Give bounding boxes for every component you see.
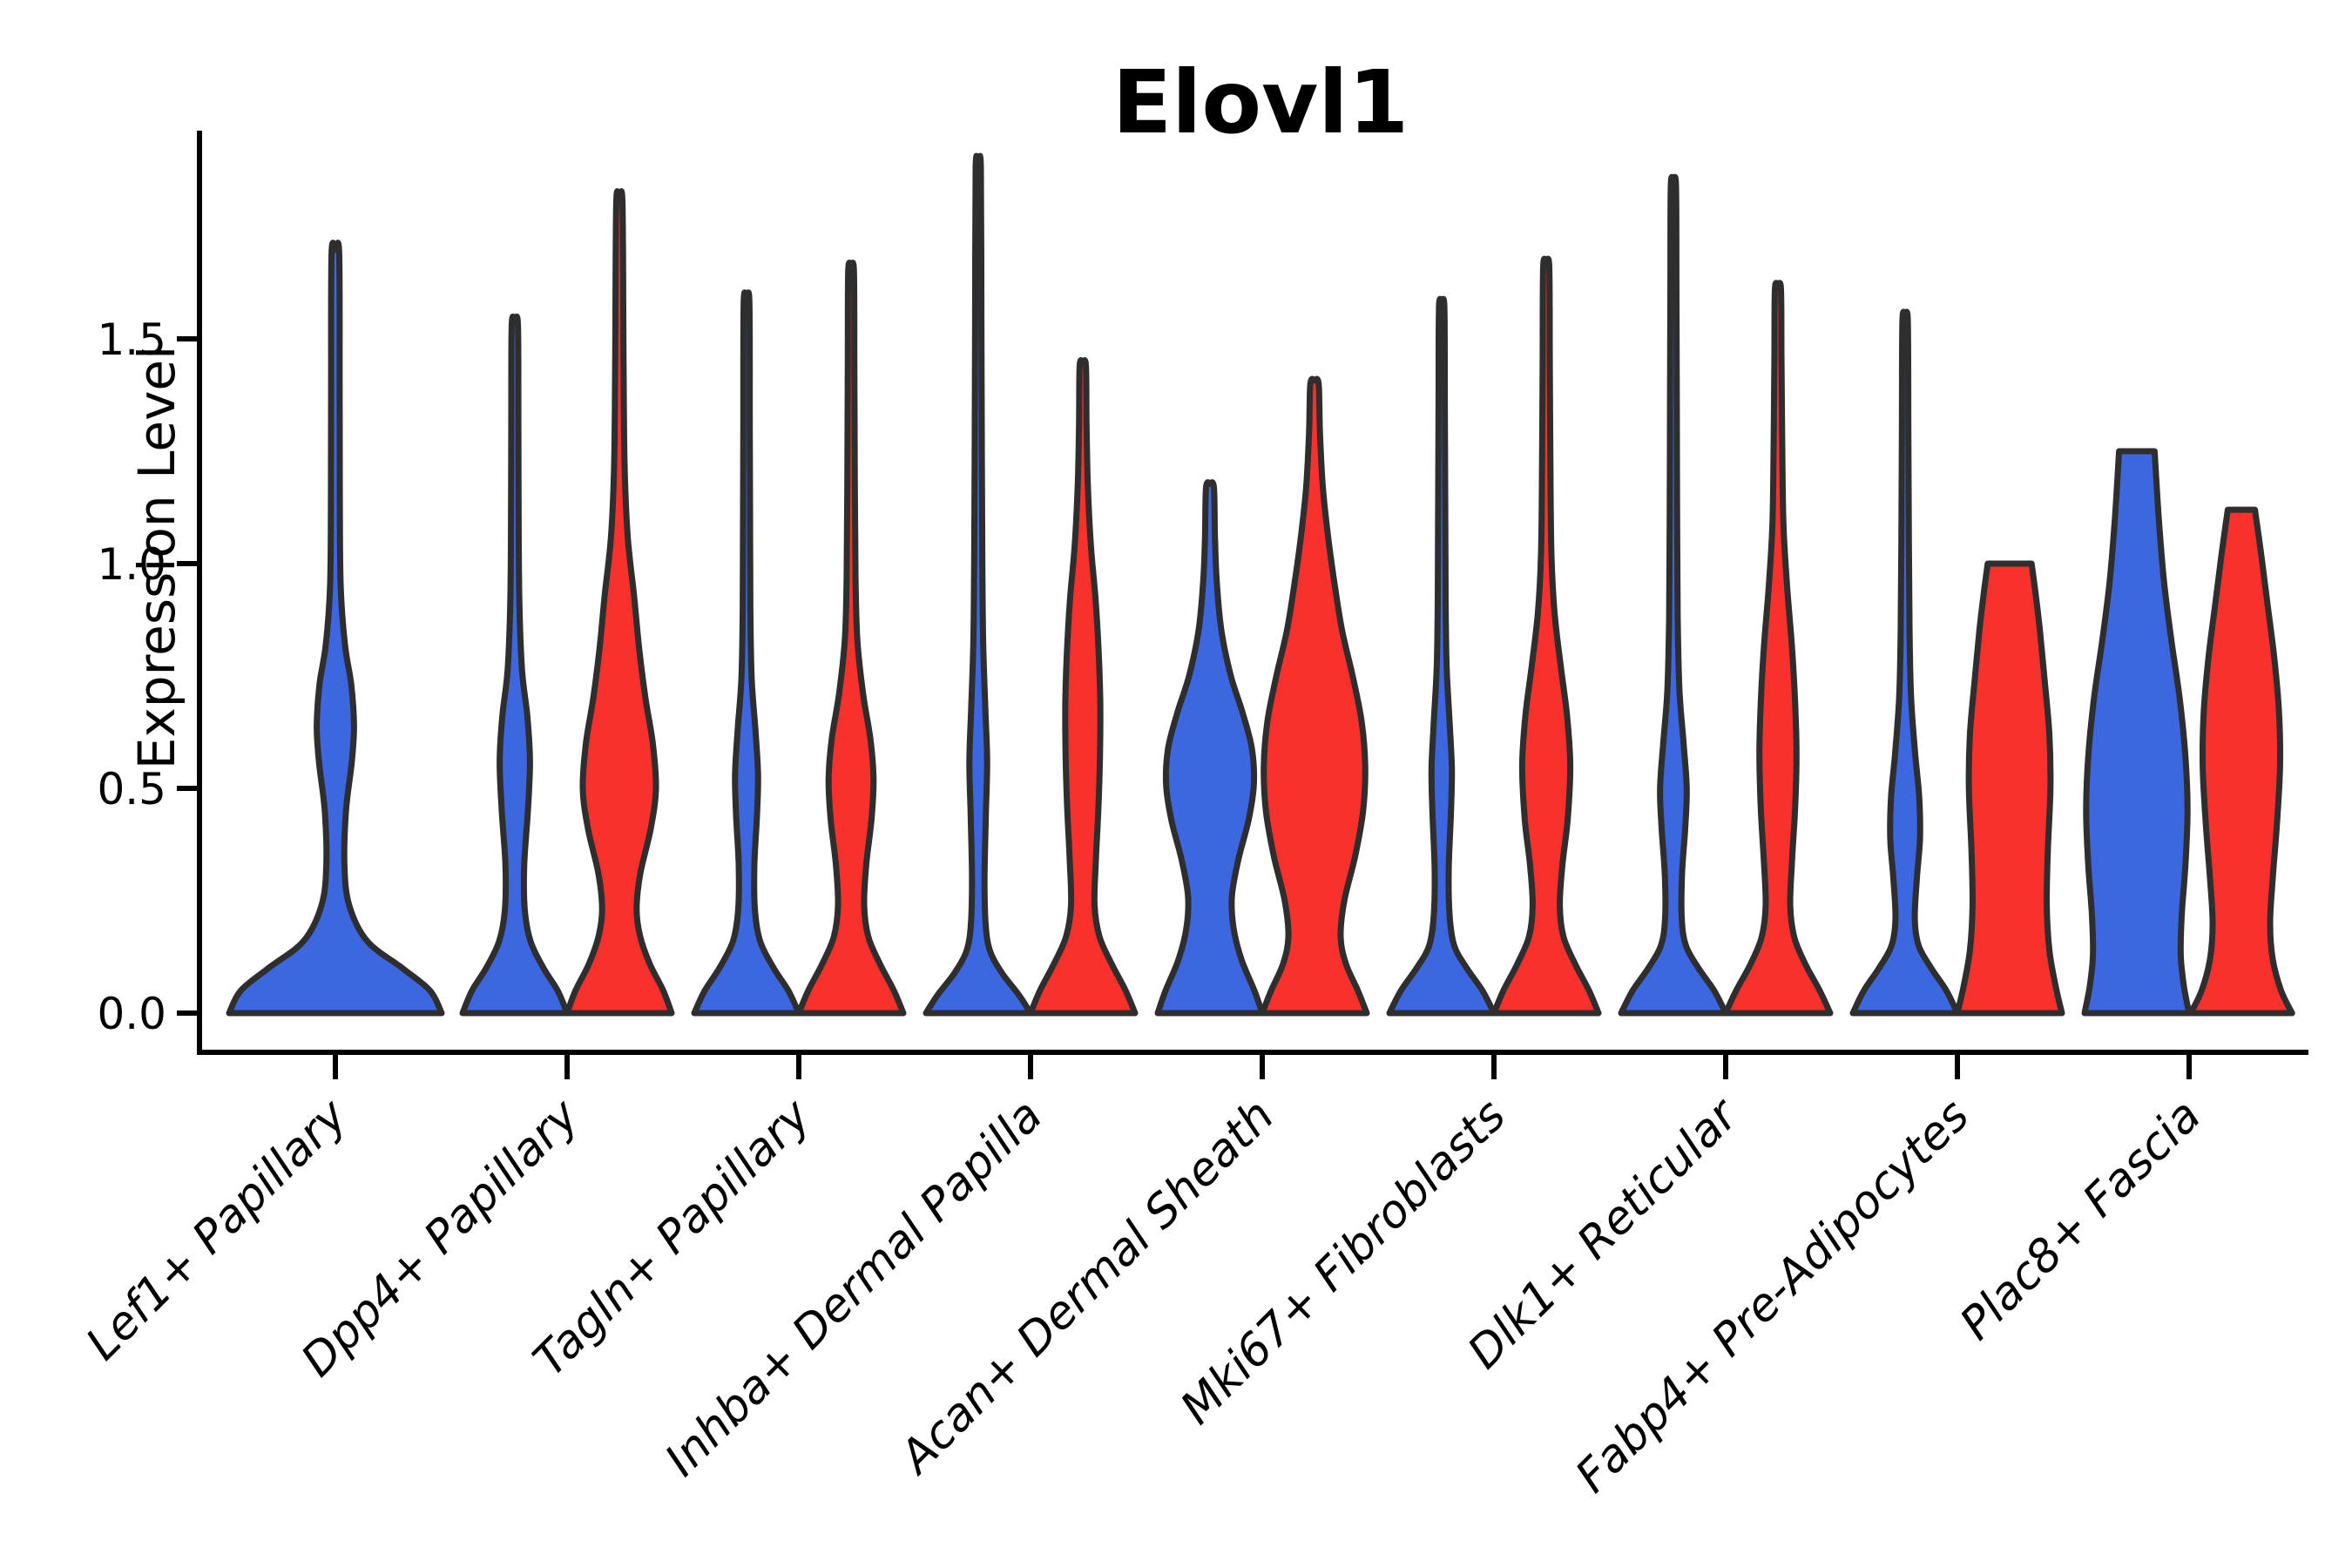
violin-2-red xyxy=(795,260,907,1017)
y-tick-label-0: 0.0 xyxy=(97,989,166,1039)
violin-1-red xyxy=(564,188,675,1017)
violin-3-red xyxy=(1027,357,1139,1017)
violin-5-red xyxy=(1490,255,1602,1017)
violin-4-red xyxy=(1259,375,1370,1017)
violin-7-blue xyxy=(1849,308,1961,1017)
axes-layer xyxy=(177,131,2308,1079)
y-tick-label-2: 1.0 xyxy=(97,539,166,590)
violin-7-red xyxy=(1954,560,2065,1017)
violin-3-blue xyxy=(923,152,1034,1017)
violin-6-blue xyxy=(1618,173,1729,1017)
violin-4-blue xyxy=(1154,479,1266,1017)
violin-0-blue xyxy=(226,240,445,1017)
chart-title: Elovl1 xyxy=(1112,51,1409,153)
violins-layer xyxy=(226,152,2295,1017)
violin-8-red xyxy=(2187,506,2295,1017)
y-axis-label: Expression Level xyxy=(127,346,186,769)
violin-2-blue xyxy=(691,289,802,1017)
y-tick-label-3: 1.5 xyxy=(97,314,166,365)
violin-8-blue xyxy=(2081,448,2193,1017)
violin-1-blue xyxy=(459,313,571,1017)
violin-6-red xyxy=(1722,280,1834,1017)
violin-5-blue xyxy=(1386,295,1497,1017)
y-tick-label-1: 0.5 xyxy=(97,764,166,814)
